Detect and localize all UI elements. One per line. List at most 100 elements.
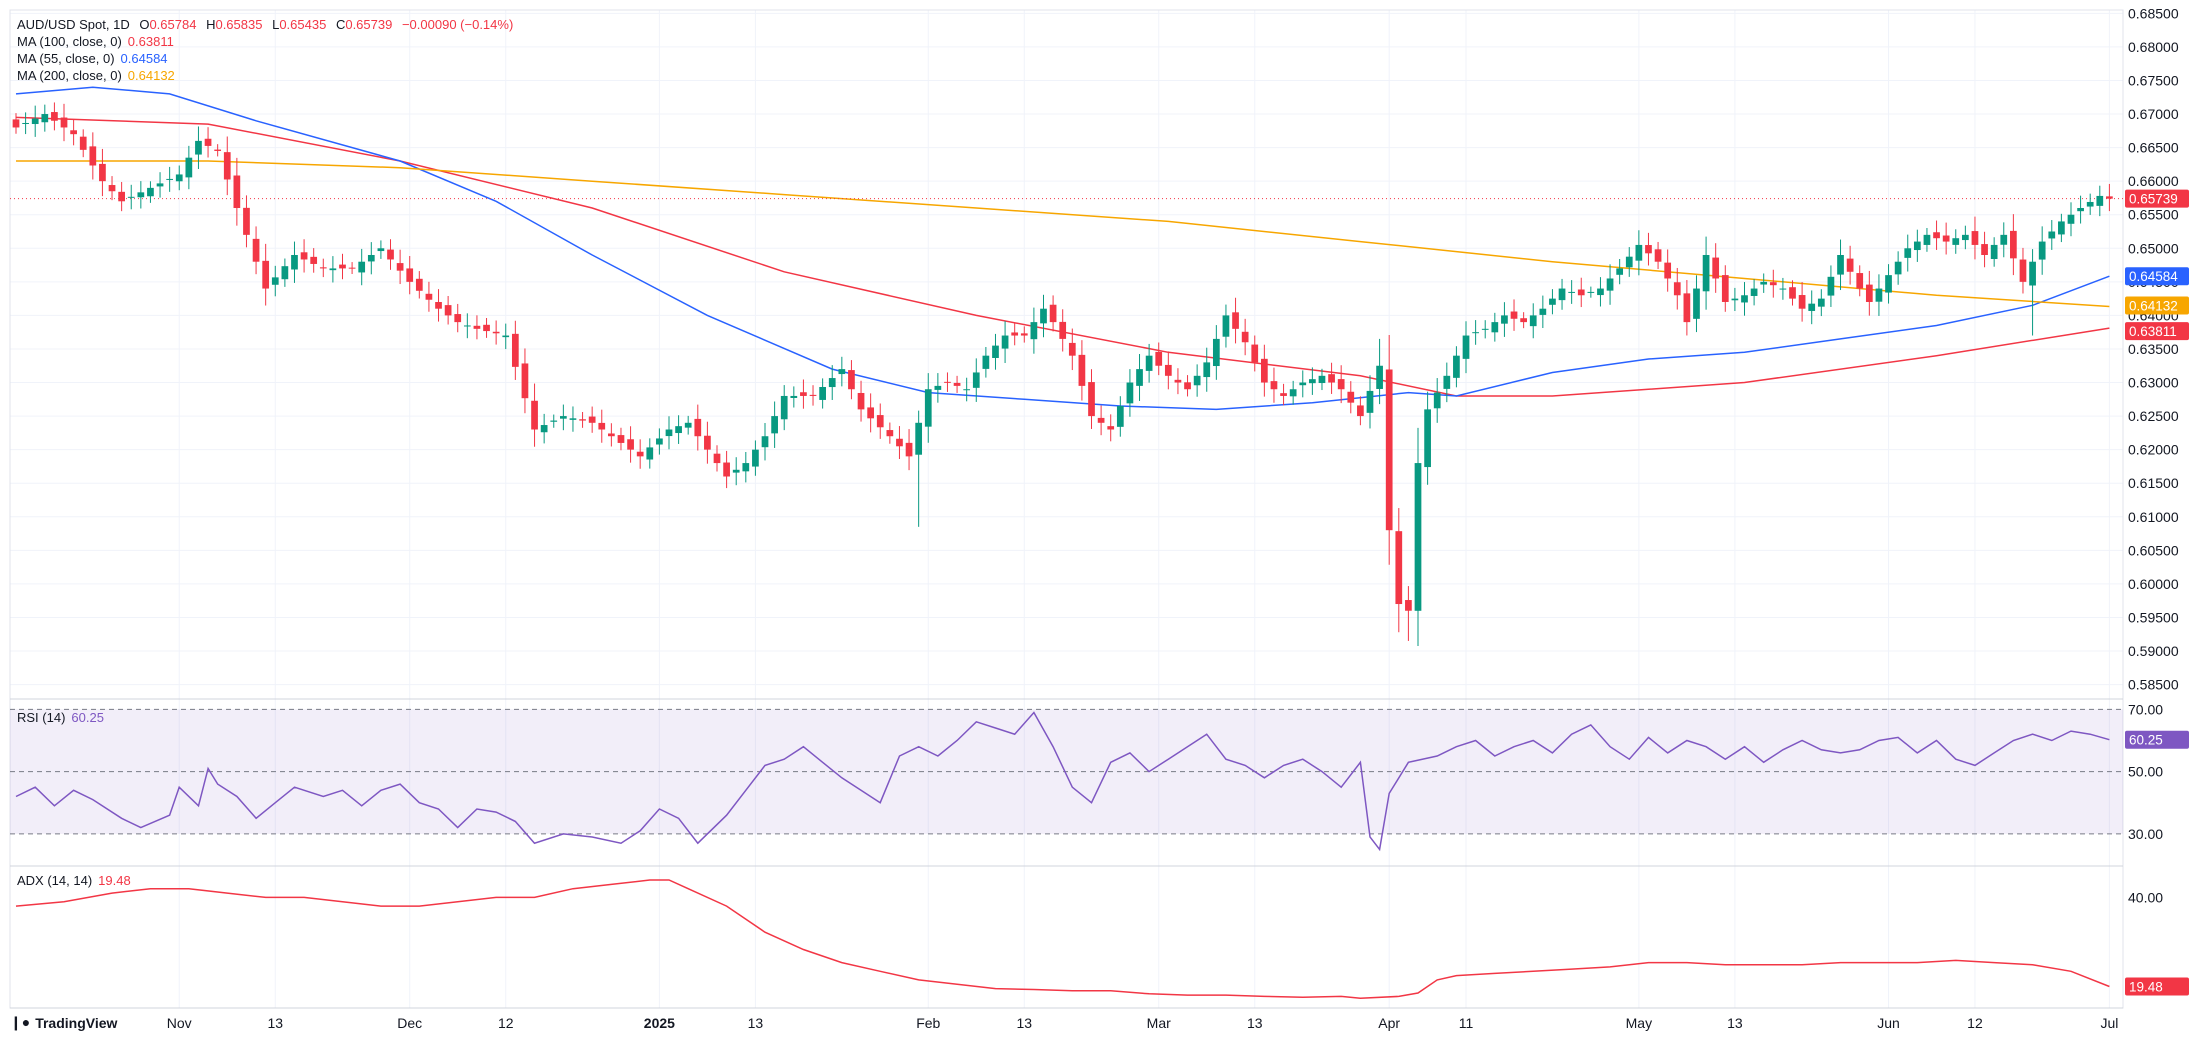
candle-body <box>1913 241 1921 251</box>
candle-body <box>1549 298 1556 305</box>
candle-body <box>79 136 87 150</box>
candle-body <box>1539 308 1547 315</box>
candle-body <box>1501 315 1508 324</box>
candle-body <box>300 252 308 260</box>
tradingview-logo[interactable]: ❙● TradingView <box>10 1014 117 1031</box>
candle-body <box>1529 315 1537 327</box>
candle-body <box>1952 238 1960 245</box>
candle-body <box>1817 298 1825 307</box>
candle-body <box>1760 281 1768 285</box>
candle-body <box>982 355 990 369</box>
candle-body <box>291 254 298 270</box>
price-tick-label: 0.61500 <box>2128 475 2179 491</box>
candle-body <box>540 425 548 433</box>
candle-body <box>1443 375 1451 389</box>
candle-body <box>1232 312 1239 329</box>
candle-body <box>214 149 222 151</box>
rsi-value: 60.25 <box>71 710 104 725</box>
candle-body <box>1011 332 1019 336</box>
candle-body <box>204 138 212 146</box>
candle-body <box>924 389 932 427</box>
candle-body <box>1174 379 1182 383</box>
candle-body <box>108 185 116 192</box>
candle-body <box>521 363 529 399</box>
ohlc-close: C0.65739 <box>335 17 393 32</box>
candle-body <box>1203 362 1211 378</box>
candle-body <box>944 381 951 383</box>
price-tick-label: 0.66000 <box>2128 173 2179 189</box>
candle-body <box>127 196 135 198</box>
time-tick-label: Feb <box>916 1015 940 1031</box>
candle-body <box>886 430 894 437</box>
candle-body <box>1558 288 1566 301</box>
price-tick-label: 0.60500 <box>2128 542 2179 558</box>
candle-body <box>617 435 625 443</box>
candle-body <box>1491 322 1499 333</box>
ma55-label: MA (55, close, 0) <box>17 51 115 66</box>
time-tick-label: 13 <box>1016 1015 1032 1031</box>
time-tick-label: 11 <box>1459 1015 1474 1031</box>
price-tick-label: 0.61000 <box>2128 509 2179 525</box>
candle-body <box>569 418 577 420</box>
candle-body <box>1453 355 1460 378</box>
price-tick-label: 0.68000 <box>2128 39 2179 55</box>
price-tick-label: 0.68500 <box>2128 5 2179 21</box>
candle-body <box>1750 288 1758 296</box>
time-tick-label: Jul <box>2100 1015 2118 1031</box>
candle-body <box>12 119 20 128</box>
candle-body <box>1433 392 1441 409</box>
time-tick-label: Nov <box>167 1015 192 1031</box>
candle-body <box>953 382 961 386</box>
candle-body <box>233 175 241 209</box>
candle-body <box>1309 379 1316 384</box>
candle-body <box>118 191 125 202</box>
candle-body <box>1673 282 1681 296</box>
candle-body <box>1616 268 1624 275</box>
price-tick-label: 0.65500 <box>2128 207 2179 223</box>
candle-body <box>1856 273 1864 289</box>
candle-body <box>1347 391 1355 403</box>
price-tick-label: 0.66500 <box>2128 140 2179 156</box>
candle-body <box>559 416 567 419</box>
candle-body <box>905 442 913 457</box>
candle-body <box>1712 257 1720 279</box>
candle-body <box>492 331 500 334</box>
candle-body <box>867 407 875 419</box>
candle-body <box>1414 463 1422 611</box>
candle-body <box>1088 382 1095 417</box>
candle-body <box>1241 331 1249 343</box>
ma100-value: 0.63811 <box>127 34 174 49</box>
candle-body <box>1222 315 1230 337</box>
rsi-line <box>15 711 2110 852</box>
time-tick-label: Jun <box>1877 1015 1900 1031</box>
candle-body <box>60 117 68 128</box>
candle-body <box>1721 275 1729 302</box>
candle-body <box>1904 248 1912 258</box>
candle-body <box>1587 291 1595 293</box>
candle-body <box>511 333 519 367</box>
candle-body <box>1846 258 1854 272</box>
adx-tick-label: 40.00 <box>2128 889 2163 905</box>
candle-body <box>166 178 174 180</box>
candle-body <box>1654 249 1662 262</box>
candle-body <box>1289 389 1297 397</box>
time-tick-label: 13 <box>267 1015 283 1031</box>
candle-body <box>2106 196 2113 199</box>
candle-body <box>665 429 673 437</box>
adx-line <box>15 879 2110 999</box>
candle-body <box>1337 379 1345 390</box>
candle-body <box>1510 311 1518 319</box>
candle-body <box>656 438 663 445</box>
candle-body <box>31 118 39 125</box>
plot-border <box>9 9 2124 1009</box>
candle-body <box>415 278 423 291</box>
candle-body <box>1741 295 1748 303</box>
candle-body <box>1020 333 1028 336</box>
price-tick-label: 0.67000 <box>2128 106 2179 122</box>
candle-body <box>1481 328 1489 330</box>
candle-body <box>41 114 49 123</box>
ma55-value: 0.64584 <box>120 51 168 66</box>
candle-body <box>915 422 923 455</box>
candle-body <box>771 416 778 434</box>
